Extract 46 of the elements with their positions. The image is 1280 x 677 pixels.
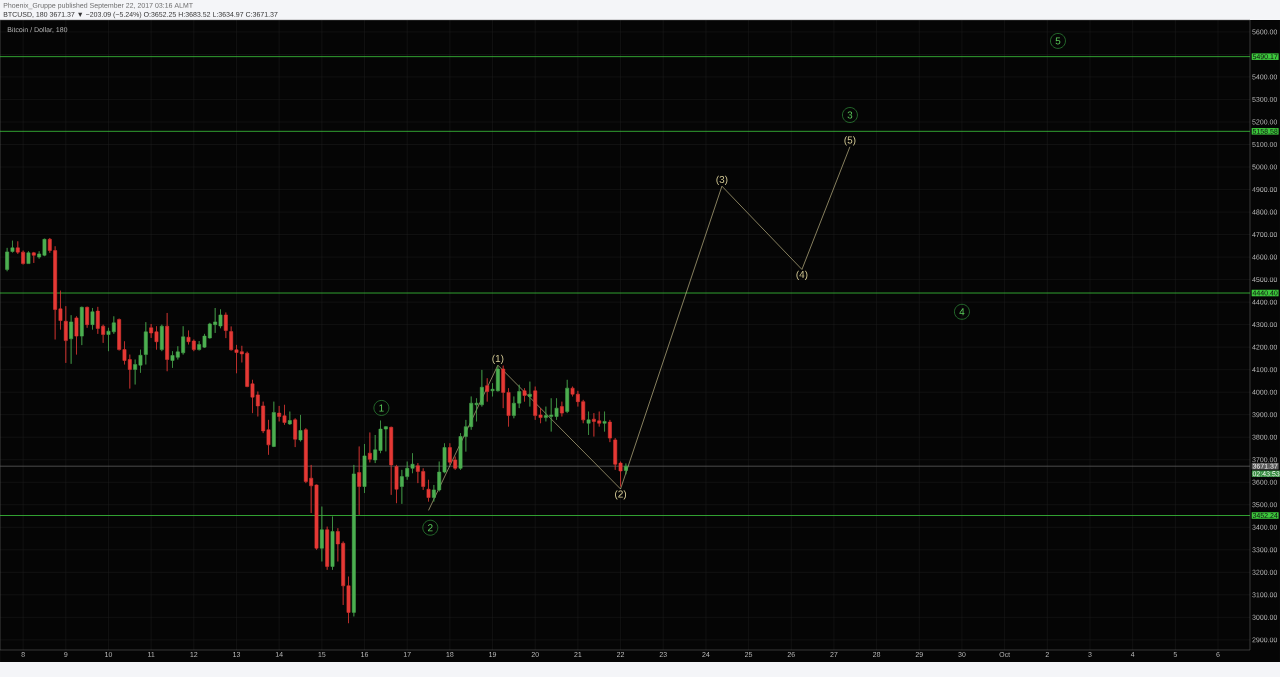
candlestick [26, 250, 31, 265]
candlestick [426, 479, 431, 502]
candlestick [287, 411, 292, 426]
candlestick [624, 463, 628, 475]
candlestick [362, 443, 367, 494]
candlestick [69, 314, 74, 365]
annotation: (2) [615, 490, 627, 500]
candlestick [90, 307, 95, 330]
line-series [428, 146, 851, 511]
annotation: 1 [379, 404, 384, 412]
candlestick [298, 414, 303, 442]
candlestick [79, 306, 84, 346]
candlestick [565, 379, 570, 414]
candlestick [522, 387, 527, 402]
candlestick [143, 321, 148, 365]
annotation: 3 [847, 111, 853, 119]
annotation: (3) [716, 175, 728, 185]
annotation: (5) [844, 136, 856, 146]
candlestick [325, 526, 330, 571]
candlestick [271, 401, 276, 448]
candlestick [367, 432, 372, 463]
candlestick [31, 251, 36, 264]
annotation: 5 [1055, 37, 1061, 45]
candlestick [85, 306, 90, 329]
candlestick [319, 506, 324, 562]
candlestick [330, 516, 335, 571]
candlestick [485, 377, 490, 402]
candlestick [528, 381, 532, 407]
candlestick [63, 305, 68, 364]
candlestick [560, 401, 564, 417]
candlestick [389, 426, 394, 496]
candlestick [165, 312, 170, 372]
candlestick [586, 411, 591, 436]
candlestick [602, 411, 607, 432]
candlestick [223, 312, 228, 339]
annotation: 2 [428, 524, 433, 532]
annotation: 4 [959, 308, 965, 316]
annotation: (4) [796, 270, 808, 280]
candlestick [357, 446, 362, 516]
candlestick [394, 464, 399, 504]
candlestick [608, 419, 612, 443]
annotation: (1) [492, 354, 504, 364]
candlestick [351, 464, 356, 617]
candlestick [159, 324, 164, 352]
candlestick [293, 418, 298, 448]
candlestick [74, 316, 79, 355]
